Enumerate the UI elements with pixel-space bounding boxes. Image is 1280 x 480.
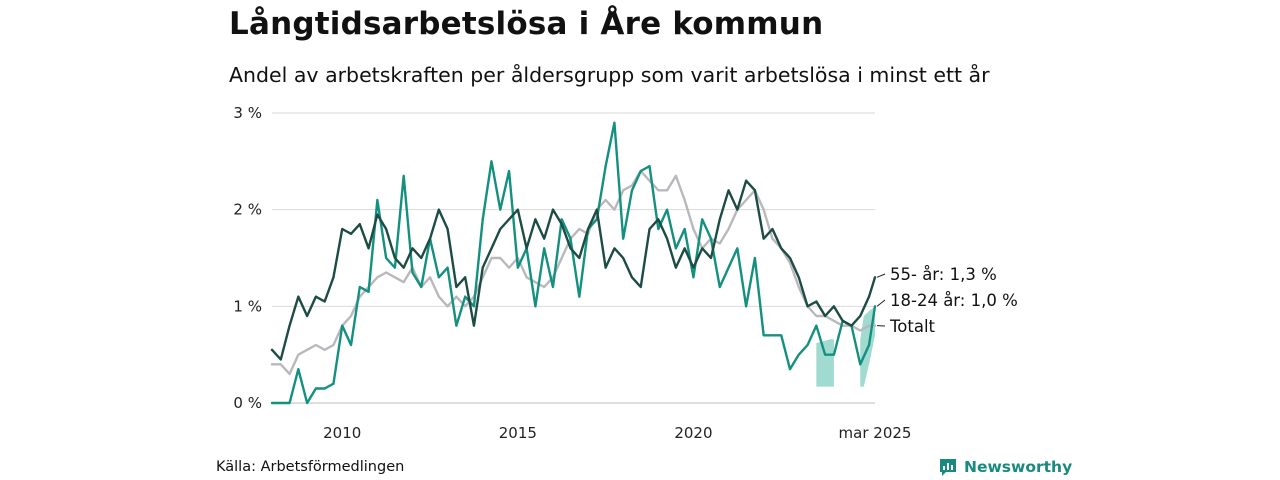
gridlines <box>272 112 875 404</box>
y-tick-label: 2 % <box>233 201 262 219</box>
brand-name: Newsworthy <box>964 458 1073 476</box>
y-tick-label: 3 % <box>233 104 262 122</box>
x-tick-label: 2020 <box>674 424 712 442</box>
chart-title: Långtidsarbetslösa i Åre kommun <box>229 6 824 42</box>
x-axis-ticks: 2010 2015 2020 mar 2025 <box>323 424 911 442</box>
series-line <box>270 179 877 361</box>
series-lines <box>270 121 877 405</box>
x-tick-label: 2010 <box>323 424 361 442</box>
newsworthy-logo-icon <box>940 459 956 476</box>
label-leader-line <box>876 273 886 278</box>
y-axis-ticks: 0 % 1 % 2 % 3 % <box>233 104 262 412</box>
series-end-label: 55- år: 1,3 % <box>890 265 997 284</box>
series-end-label: Totalt <box>889 317 936 336</box>
y-tick-label: 1 % <box>233 297 262 315</box>
x-tick-label: 2015 <box>499 424 537 442</box>
uncertainty-bands <box>816 306 875 387</box>
chart-subtitle: Andel av arbetskraften per åldersgrupp s… <box>229 63 990 87</box>
series-line <box>270 121 877 405</box>
brand-logo: Newsworthy <box>938 456 1072 478</box>
x-tick-label: mar 2025 <box>839 424 912 442</box>
series-line <box>270 169 877 376</box>
y-tick-label: 0 % <box>233 394 262 412</box>
label-leader-line <box>876 299 886 307</box>
uncertainty-band <box>816 339 834 387</box>
source-note: Källa: Arbetsförmedlingen <box>216 459 405 475</box>
series-end-label: 18-24 år: 1,0 % <box>890 291 1018 310</box>
series-end-labels: 55- år: 1,3 % 18-24 år: 1,0 % Totalt <box>876 265 1018 336</box>
